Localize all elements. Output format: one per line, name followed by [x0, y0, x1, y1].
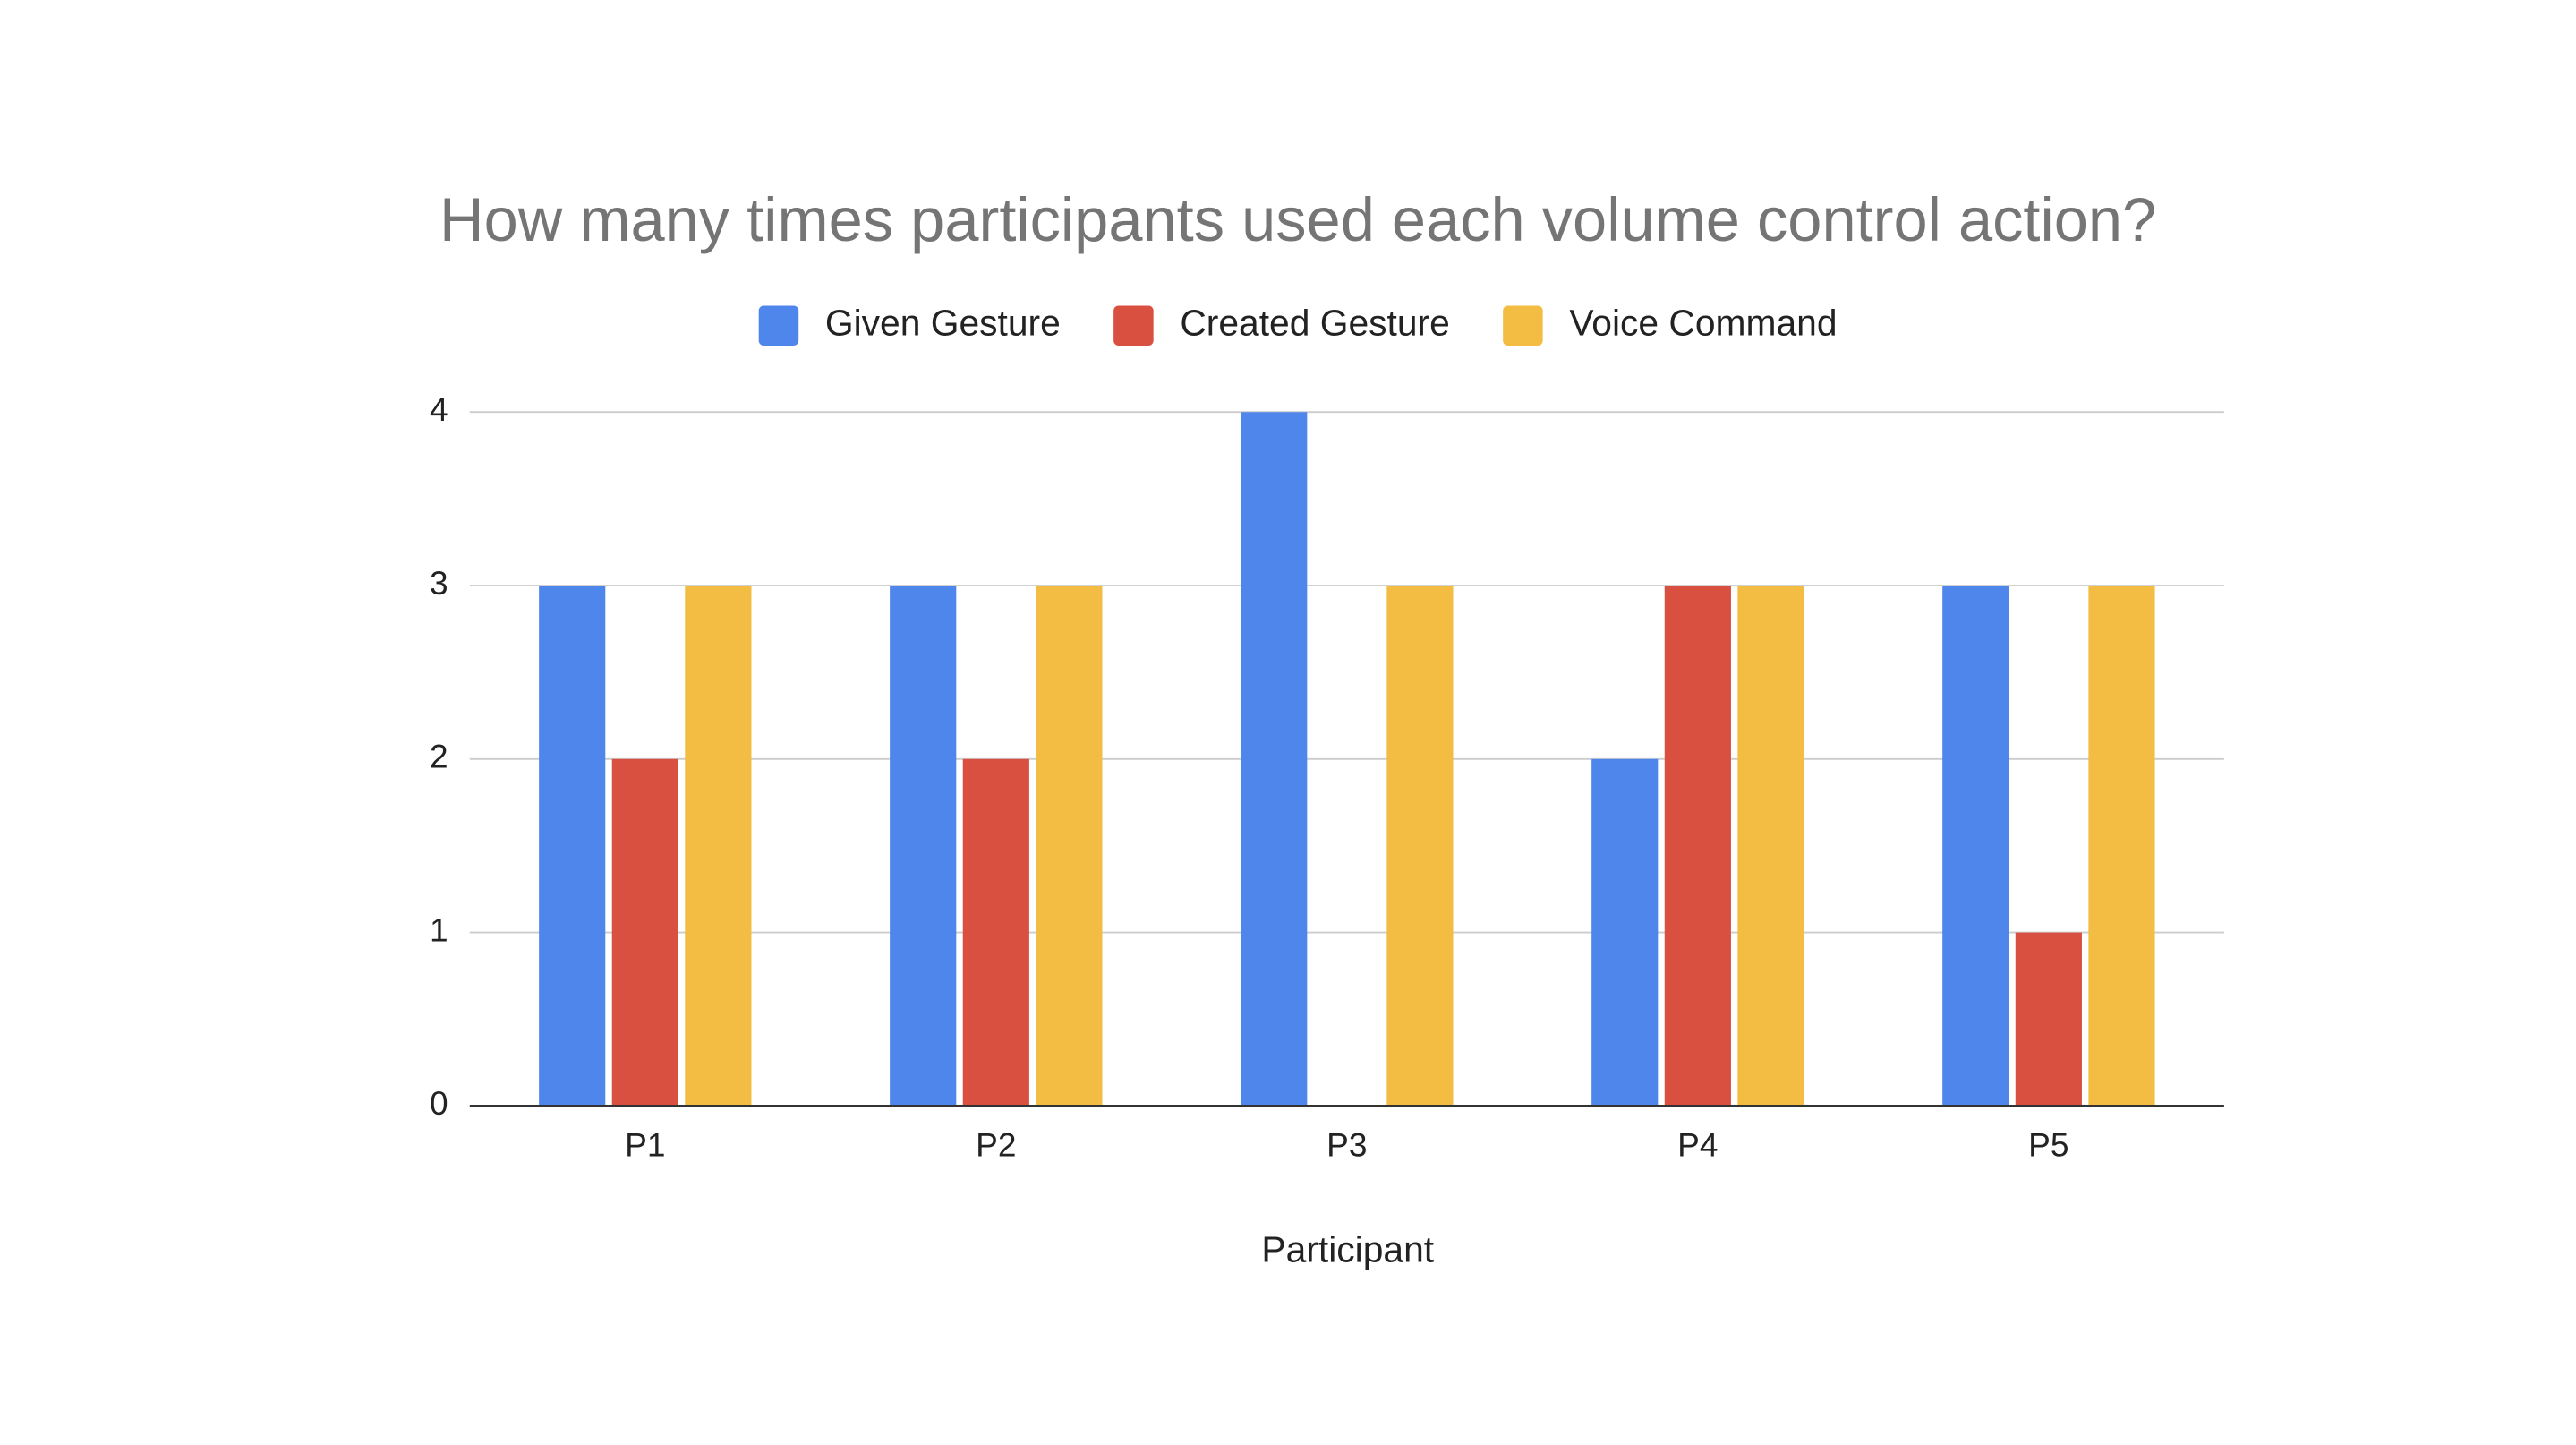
bar — [1241, 412, 1308, 1107]
legend-label: Created Gesture — [1180, 303, 1449, 344]
legend-swatch — [758, 305, 799, 346]
bar — [539, 586, 606, 1107]
y-tick-label: 0 — [430, 1084, 448, 1122]
y-tick-label: 4 — [430, 390, 448, 428]
x-tick-label: P1 — [625, 1126, 665, 1164]
legend-label: Given Gesture — [825, 303, 1061, 344]
bar — [2088, 586, 2155, 1107]
bar — [1591, 758, 1659, 1107]
bar — [962, 758, 1029, 1107]
chart-title: How many times participants used each vo… — [439, 185, 2156, 254]
x-axis-label: Participant — [1261, 1228, 1434, 1270]
bar — [2015, 932, 2082, 1107]
bar — [1386, 586, 1454, 1107]
bar — [1036, 586, 1103, 1107]
y-tick-label: 2 — [430, 738, 448, 775]
legend-swatch — [1503, 305, 1543, 346]
bar — [611, 758, 678, 1107]
bar — [1737, 586, 1804, 1107]
y-tick-label: 1 — [430, 911, 448, 948]
bar — [1664, 586, 1731, 1107]
x-tick-label: P4 — [1677, 1126, 1718, 1164]
bar — [1942, 586, 2009, 1107]
x-tick-label: P3 — [1326, 1126, 1367, 1164]
x-tick-label: P5 — [2028, 1126, 2068, 1164]
legend-swatch — [1113, 305, 1154, 346]
bar — [890, 586, 957, 1107]
y-tick-label: 3 — [430, 564, 448, 602]
x-tick-label: P2 — [976, 1126, 1016, 1164]
legend-label: Voice Command — [1569, 303, 1837, 344]
bar — [685, 586, 752, 1107]
